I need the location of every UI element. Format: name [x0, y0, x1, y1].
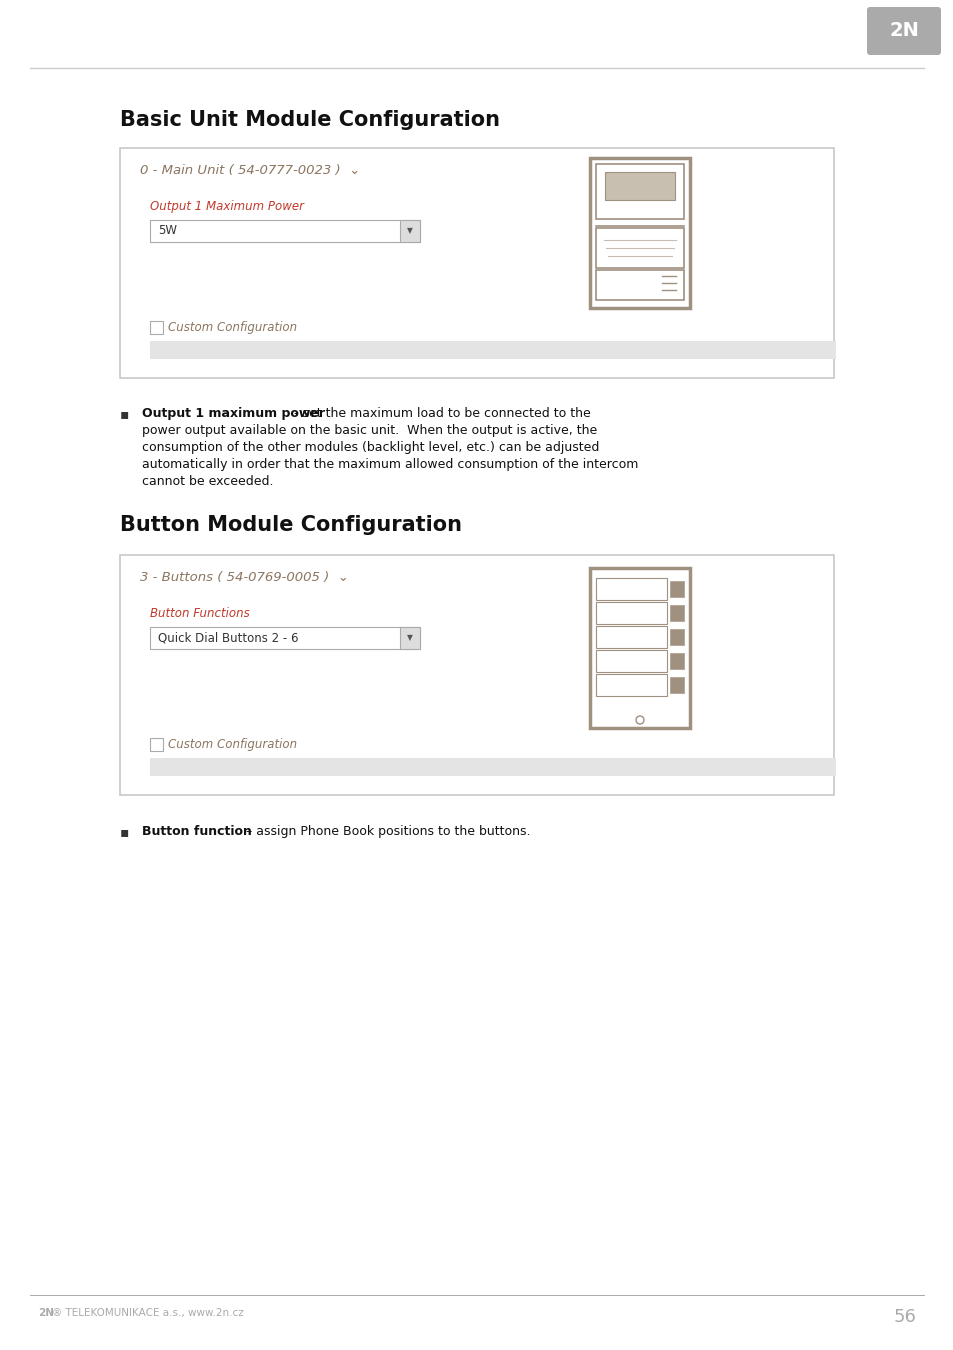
Text: Custom Configuration: Custom Configuration: [168, 321, 296, 333]
Circle shape: [636, 716, 643, 724]
Bar: [596, 270, 683, 300]
Bar: [399, 626, 419, 649]
Text: Basic Unit Module Configuration: Basic Unit Module Configuration: [120, 109, 499, 130]
Bar: [596, 578, 666, 599]
Bar: [120, 148, 833, 378]
Text: 5W: 5W: [158, 224, 177, 238]
Bar: [669, 653, 683, 670]
Bar: [120, 555, 833, 795]
Text: Output 1 maximum power: Output 1 maximum power: [142, 406, 325, 420]
Text: 56: 56: [892, 1308, 915, 1326]
Text: 3 - Buttons ( 54-0769-0005 )  ⌄: 3 - Buttons ( 54-0769-0005 ) ⌄: [140, 571, 349, 585]
Text: Button function: Button function: [142, 825, 252, 838]
Bar: [596, 626, 666, 648]
Text: Custom Configuration: Custom Configuration: [168, 738, 296, 751]
Bar: [604, 171, 675, 200]
Text: Button Module Configuration: Button Module Configuration: [120, 514, 461, 535]
Bar: [596, 228, 683, 269]
Text: automatically in order that the maximum allowed consumption of the intercom: automatically in order that the maximum …: [142, 458, 638, 471]
Text: Button Functions: Button Functions: [150, 608, 250, 620]
Text: ® TELEKOMUNIKACE a.s., www.2n.cz: ® TELEKOMUNIKACE a.s., www.2n.cz: [52, 1308, 244, 1318]
Bar: [669, 605, 683, 621]
Bar: [589, 158, 689, 308]
Bar: [669, 629, 683, 645]
Text: – assign Phone Book positions to the buttons.: – assign Phone Book positions to the but…: [242, 825, 530, 838]
Bar: [589, 568, 689, 728]
Bar: [596, 163, 683, 219]
Bar: [596, 649, 666, 672]
Bar: [150, 738, 163, 751]
Text: ▼: ▼: [407, 227, 413, 235]
Bar: [150, 757, 835, 776]
Text: ▼: ▼: [407, 633, 413, 643]
Bar: [596, 602, 666, 624]
Text: ▪: ▪: [120, 825, 130, 838]
Text: Output 1 Maximum Power: Output 1 Maximum Power: [150, 200, 304, 213]
Bar: [596, 674, 666, 697]
FancyBboxPatch shape: [866, 7, 940, 55]
Bar: [150, 220, 419, 242]
Text: 0 - Main Unit ( 54-0777-0023 )  ⌄: 0 - Main Unit ( 54-0777-0023 ) ⌄: [140, 163, 360, 177]
Text: consumption of the other modules (backlight level, etc.) can be adjusted: consumption of the other modules (backli…: [142, 441, 598, 454]
Text: cannot be exceeded.: cannot be exceeded.: [142, 475, 274, 487]
Text: Quick Dial Buttons 2 - 6: Quick Dial Buttons 2 - 6: [158, 632, 298, 644]
Text: ▪: ▪: [120, 406, 130, 421]
Bar: [669, 580, 683, 597]
Bar: [150, 626, 419, 649]
Bar: [150, 321, 163, 333]
Text: - set the maximum load to be connected to the: - set the maximum load to be connected t…: [290, 406, 590, 420]
Text: 2N: 2N: [38, 1308, 54, 1318]
Bar: [399, 220, 419, 242]
Bar: [669, 676, 683, 693]
Text: power output available on the basic unit.  When the output is active, the: power output available on the basic unit…: [142, 424, 597, 437]
Bar: [150, 342, 835, 359]
Text: 2N: 2N: [888, 22, 918, 40]
